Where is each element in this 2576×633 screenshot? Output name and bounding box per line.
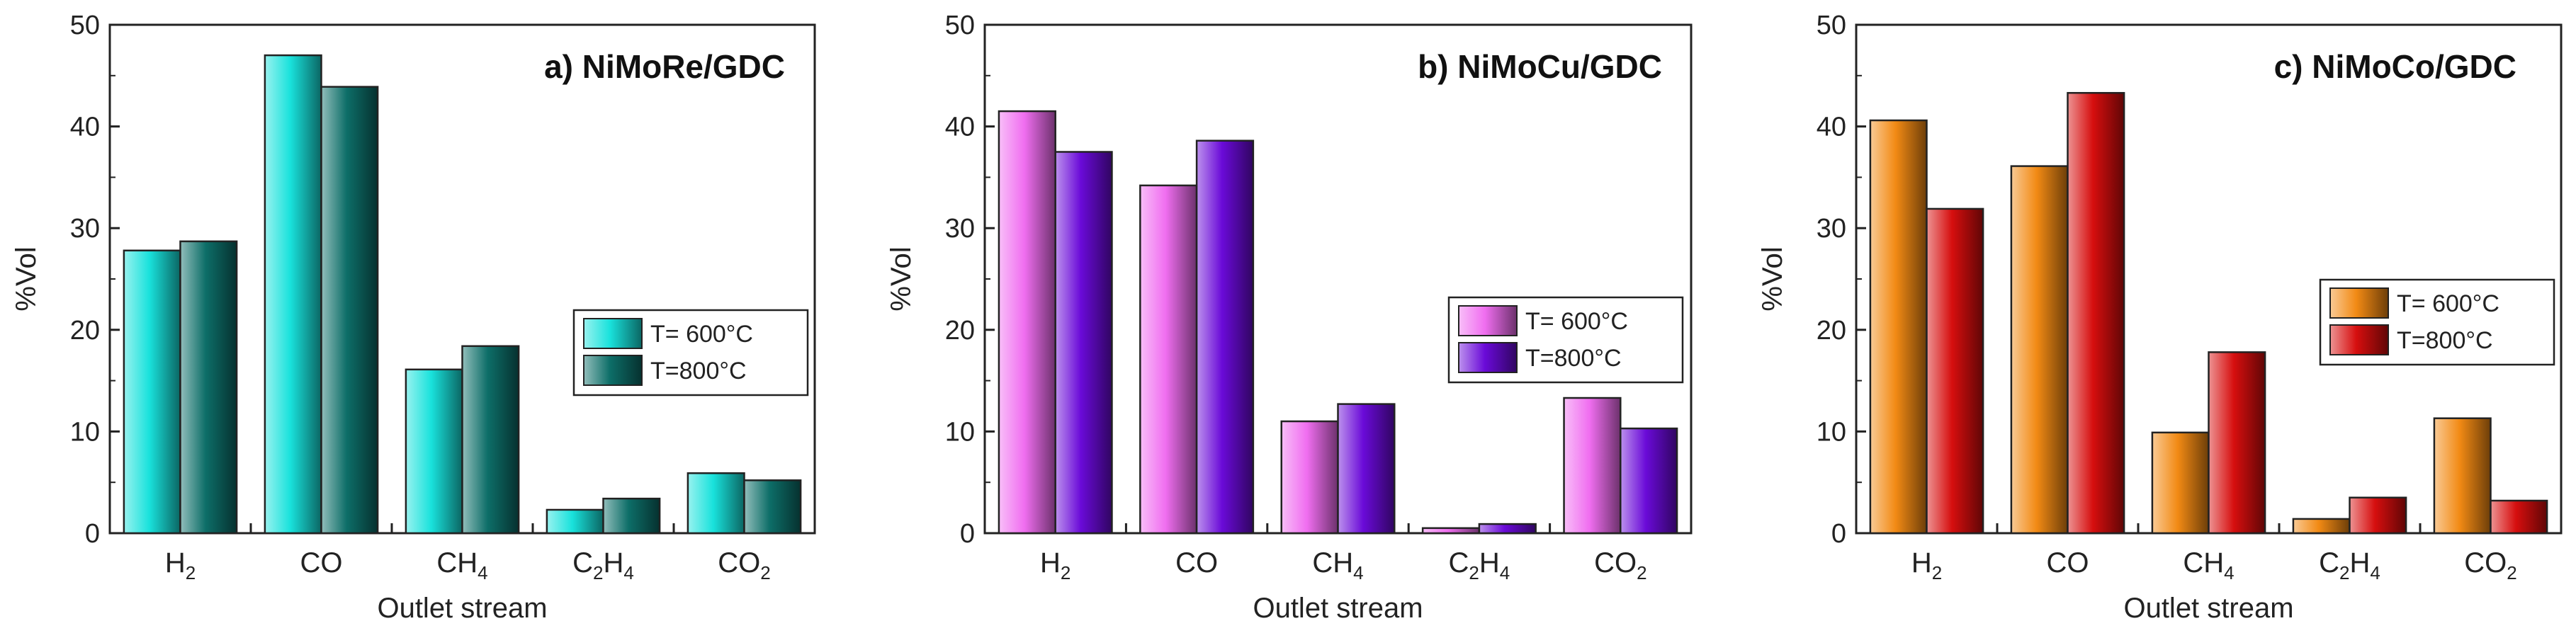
bar-800c [2349, 496, 2407, 535]
bar-800c [320, 86, 379, 535]
x-axis-label: Outlet stream [1253, 593, 1423, 624]
x-tick-label: CO2 [718, 547, 770, 583]
bar-600c [1139, 184, 1198, 535]
bar-600c [264, 54, 322, 535]
y-tick-label: 10 [945, 417, 975, 447]
legend-swatch [1458, 305, 1518, 336]
x-tick-label: H2 [1911, 547, 1942, 583]
bar-600c [1869, 119, 1928, 535]
y-axis-label: %Vol [1757, 246, 1788, 311]
legend-swatch [583, 355, 643, 386]
x-axis-label: Outlet stream [377, 593, 547, 624]
bar-600c [1421, 527, 1481, 535]
legend-swatch [1458, 342, 1518, 373]
bar-800c [1054, 151, 1113, 535]
y-tick-label: 10 [70, 417, 100, 447]
x-tick-label: CO2 [1594, 547, 1646, 583]
y-tick-label: 20 [70, 316, 100, 346]
bar-600c [687, 472, 745, 535]
legend-label: T=800°C [650, 358, 747, 384]
legend-swatch [2329, 287, 2389, 319]
bar-800c [1195, 139, 1255, 535]
y-axis-label: %Vol [886, 246, 917, 311]
bar-600c [1280, 420, 1339, 535]
x-tick-label: H2 [165, 547, 196, 583]
chart-title: c) NiMoCo/GDC [2274, 48, 2516, 85]
x-tick-label: C2H4 [572, 547, 634, 583]
y-tick-label: 0 [1831, 519, 1846, 549]
bar-600c [123, 249, 181, 535]
y-tick-label: 30 [945, 214, 975, 244]
chart-title: a) NiMoRe/GDC [544, 48, 785, 85]
legend-label: T=800°C [2397, 327, 2493, 354]
chart-panel-1: 0 10 20 30 40 50 %Vol Outlet stream H2 CO CH4 C2H4 C… [11, 11, 816, 624]
x-tick-label: CH4 [2183, 547, 2234, 583]
legend-swatch [583, 318, 643, 349]
y-tick-label: 0 [85, 519, 100, 549]
y-tick-label: 20 [1817, 316, 1846, 346]
y-tick-label: 50 [70, 11, 100, 40]
bar-600c [2151, 431, 2210, 535]
bar-800c [2490, 499, 2548, 535]
bar-600c [2433, 417, 2492, 535]
x-tick-label: H2 [1040, 547, 1070, 583]
bar-800c [2067, 91, 2125, 535]
y-axis-label: %Vol [11, 246, 42, 311]
y-tick-label: 30 [1817, 214, 1846, 244]
legend-label: T=800°C [1525, 345, 1622, 372]
x-tick-label: CO [2047, 547, 2089, 578]
bar-800c [602, 497, 661, 535]
y-tick-label: 20 [945, 316, 975, 346]
bar-600c [405, 368, 463, 535]
bar-600c [546, 508, 604, 535]
y-tick-label: 50 [945, 11, 975, 40]
legend-label: T= 600°C [650, 321, 753, 348]
y-tick-label: 0 [960, 519, 975, 549]
bar-800c [1478, 523, 1537, 535]
x-tick-label: CO [300, 547, 343, 578]
y-tick-label: 30 [70, 214, 100, 244]
y-tick-label: 40 [945, 113, 975, 142]
bar-800c [1926, 207, 1984, 535]
bar-800c [1620, 427, 1678, 535]
chart-panel-3: 0 10 20 30 40 50 %Vol Outlet stream H2 CO CH4 C2H4 C… [1757, 11, 2563, 624]
legend-label: T= 600°C [1525, 308, 1628, 335]
y-tick-label: 40 [1817, 113, 1846, 142]
bar-800c [461, 345, 520, 535]
legend-label: T= 600°C [2397, 290, 2499, 317]
chart-panel-2: 0 10 20 30 40 50 %Vol Outlet stream H2 CO CH4 C2H4 C… [886, 11, 1693, 624]
y-tick-label: 50 [1817, 11, 1846, 40]
chart-title: b) NiMoCu/GDC [1418, 48, 1662, 85]
x-tick-label: C2H4 [1449, 547, 1510, 583]
x-axis-label: Outlet stream [2123, 593, 2293, 624]
x-tick-label: CH4 [1312, 547, 1363, 583]
bar-600c [2010, 165, 2069, 535]
legend-swatch [2329, 324, 2389, 355]
bar-800c [2208, 351, 2266, 535]
bar-800c [1337, 403, 1396, 535]
bar-800c [179, 240, 238, 535]
bar-600c [2292, 518, 2351, 535]
y-tick-label: 10 [1817, 417, 1846, 447]
x-tick-label: C2H4 [2319, 547, 2380, 583]
x-tick-label: CO2 [2464, 547, 2516, 583]
x-tick-label: CH4 [436, 547, 487, 583]
bar-600c [998, 110, 1056, 535]
bar-800c [743, 479, 802, 535]
x-tick-label: CO [1175, 547, 1218, 578]
bar-600c [1563, 397, 1622, 535]
y-tick-label: 40 [70, 113, 100, 142]
